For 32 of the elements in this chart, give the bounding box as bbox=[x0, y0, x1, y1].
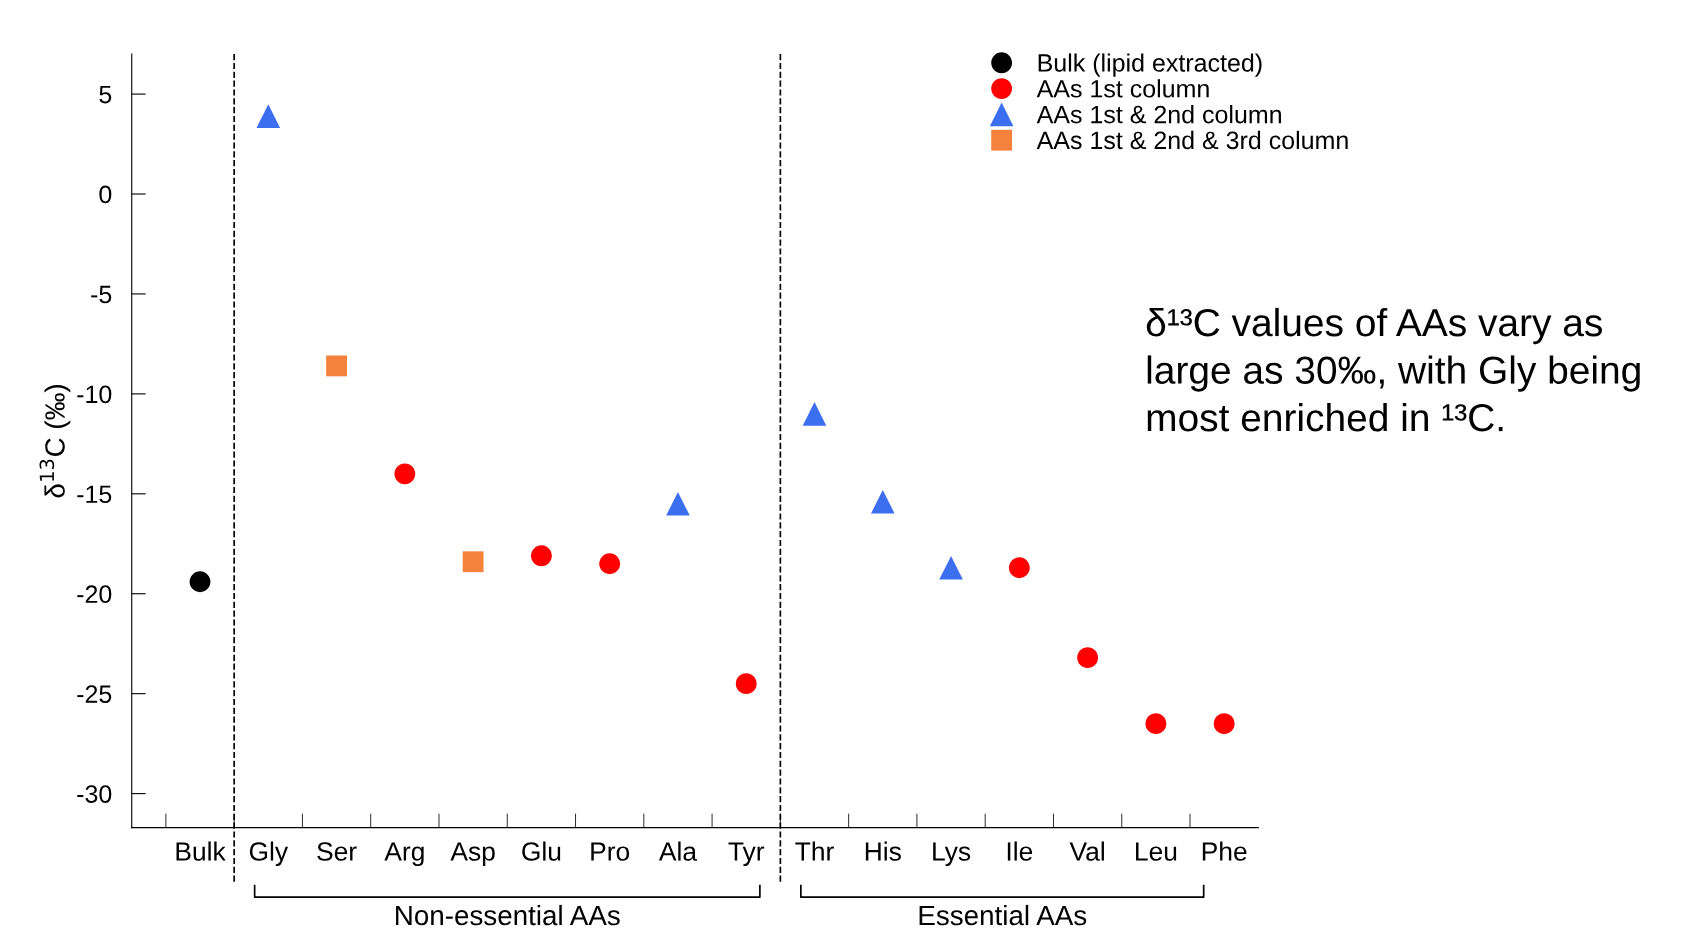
x-tick-label: Glu bbox=[522, 841, 561, 861]
x-tick-label: Arg bbox=[384, 842, 424, 867]
legend-label: AAs 1st & 2nd column bbox=[1036, 105, 1281, 124]
x-tick-label: Bulk bbox=[176, 841, 226, 861]
x-tick-label: Ser bbox=[317, 842, 357, 861]
x-tick-label: Leu bbox=[1136, 842, 1177, 861]
legend-label: Bulk (lipid extracted) bbox=[1038, 53, 1262, 77]
x-tick-label: Gly bbox=[249, 841, 289, 867]
y-axis-title: δ$^{13}$C (‰) bbox=[39, 385, 71, 498]
y-tick-label: 5 bbox=[99, 85, 112, 104]
x-tick-label: Tyr bbox=[728, 842, 765, 867]
x-tick-label: Pro bbox=[591, 842, 630, 861]
legend-label: AAs 1st column bbox=[1036, 79, 1209, 98]
x-tick-label: Ile bbox=[1007, 841, 1033, 861]
text: Essential AAs bbox=[919, 904, 1087, 926]
y-tick-label: -15 bbox=[77, 485, 112, 504]
x-tick-label: Phe bbox=[1202, 841, 1247, 861]
y-tick-label: -20 bbox=[77, 585, 112, 604]
x-tick-label: Val bbox=[1069, 841, 1104, 861]
y-tick-label: -30 bbox=[77, 785, 112, 803]
x-tick-label: His bbox=[865, 841, 901, 861]
annotation: δ¹³C values of AAs vary as large as 30‰, with Gly being most enriched in ¹³C. bbox=[1146, 307, 1640, 432]
legend-label: AAs 1st & 2nd & 3rd column bbox=[1036, 130, 1348, 150]
text: Non-essential AAs bbox=[396, 904, 620, 926]
x-tick-label: Ala bbox=[658, 841, 698, 861]
x-tick-label: Lys bbox=[933, 842, 971, 867]
x-tick-label: Asp bbox=[450, 842, 495, 867]
y-tick-label: -10 bbox=[77, 385, 112, 404]
x-tick-label: Thr bbox=[795, 841, 834, 861]
y-tick-label: -5 bbox=[91, 285, 112, 304]
y-tick-label: -25 bbox=[77, 685, 112, 703]
y-tick-label: 0 bbox=[99, 185, 112, 204]
